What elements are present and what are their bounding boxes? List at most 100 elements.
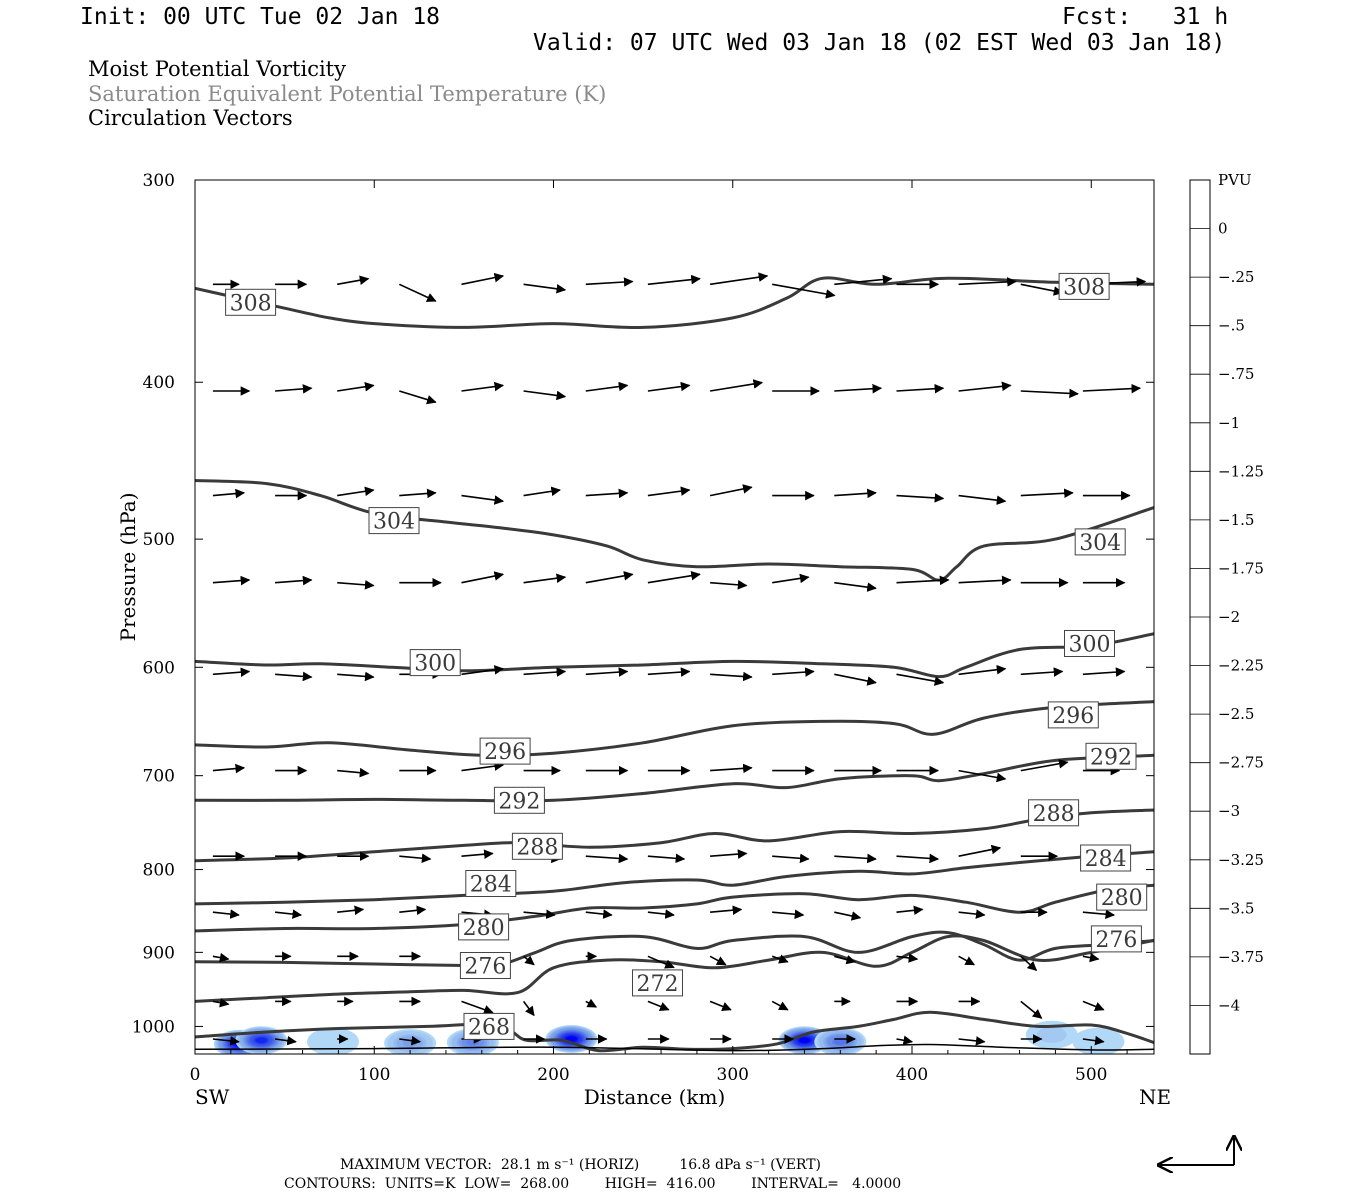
vector-3-8 (710, 580, 748, 590)
contour-label-box-304-1 (1074, 528, 1126, 556)
theta-contour-276 (195, 930, 1154, 968)
pv-blob-6-16 (799, 1037, 810, 1044)
contour-label-box-288-1 (1028, 799, 1080, 827)
x-end-label-ne: NE (1139, 1085, 1171, 1109)
field-title-mpv: Moist Potential Vorticity (88, 57, 346, 81)
colorbar-label-1: −.25 (1218, 268, 1254, 286)
vector-4-12 (958, 664, 1007, 676)
contour-label-268-0: 268 (468, 1015, 510, 1040)
vector-1-3 (399, 390, 437, 405)
vector-9-7 (647, 1000, 670, 1012)
contour-label-box-308-1 (1058, 272, 1110, 300)
contour-label-box-276-1 (1090, 925, 1142, 953)
vector-3-12 (958, 575, 1012, 586)
pv-blob-1-14 (255, 1037, 267, 1044)
vector-9-5 (522, 1000, 535, 1017)
vector-9-8 (709, 1000, 732, 1012)
reference-vector-icon (1160, 1138, 1234, 1165)
vector-1-2 (337, 381, 375, 392)
pv-shading-layer (213, 1020, 1125, 1054)
vector-1-13 (1020, 388, 1079, 399)
contour-label-box-296-0 (479, 737, 531, 765)
vector-8-10 (834, 955, 857, 965)
vector-7-12 (958, 909, 986, 919)
vector-0-12 (958, 277, 1017, 287)
colorbar-label-13: −3.25 (1218, 851, 1264, 869)
pv-blob-8-3 (1042, 1029, 1062, 1040)
vector-1-1 (275, 384, 313, 394)
y-tick-label-400: 400 (143, 373, 175, 393)
vector-1-11 (896, 383, 945, 394)
vector-1-14 (1082, 383, 1142, 394)
colorbar-label-11: −2.75 (1218, 754, 1264, 772)
surface-line (195, 1043, 1154, 1052)
y-tick-label-500: 500 (143, 530, 175, 550)
vector-9-9 (771, 1000, 789, 1011)
theta-contour-300 (195, 632, 1154, 679)
vector-0-7 (647, 274, 701, 286)
colorbar-label-12: −3 (1218, 802, 1240, 820)
vector-4-14 (1082, 667, 1126, 677)
theta-contour-288 (195, 808, 1154, 863)
vector-6-6 (585, 853, 629, 864)
y-tick-label-300: 300 (143, 171, 175, 191)
vector-5-12 (958, 769, 1007, 783)
x-tick-label-500: 500 (1075, 1065, 1107, 1085)
vector-4-8 (710, 671, 753, 682)
vector-8-9 (771, 954, 789, 964)
vector-6-4 (461, 849, 494, 859)
vector-7-2 (337, 905, 365, 916)
vector-5-8 (710, 763, 753, 774)
contour-label-box-308-0 (225, 288, 277, 316)
pv-blob-7-9 (834, 1038, 847, 1045)
vector-4-2 (337, 671, 375, 682)
vector-10-14 (1082, 1035, 1105, 1046)
vector-7-5 (523, 909, 556, 920)
vector-3-1 (275, 575, 313, 586)
contour-label-box-268-0 (463, 1012, 515, 1040)
vector-8-5 (523, 955, 535, 966)
colorbar-label-16: −4 (1218, 996, 1240, 1014)
theta-contour-272 (195, 934, 1154, 1003)
vector-2-8 (709, 484, 753, 497)
vector-8-12 (958, 955, 976, 966)
plot-frame (194, 179, 1155, 1055)
contour-label-296-1: 296 (1052, 704, 1094, 729)
vector-0-3 (398, 283, 437, 302)
y-tick-label-800: 800 (143, 861, 175, 881)
vector-7-11 (896, 905, 924, 916)
vector-5-13 (1020, 759, 1069, 772)
vector-1-4 (461, 381, 505, 392)
theta-contour-280 (195, 883, 1154, 933)
vector-6-10 (834, 853, 877, 864)
vector-7-7 (647, 909, 675, 919)
contour-label-300-0: 300 (414, 652, 456, 677)
vector-6-8 (710, 849, 748, 859)
vector-7-6 (585, 909, 613, 919)
vector-2-0 (212, 488, 246, 499)
pv-blob-2-2 (321, 1035, 345, 1048)
y-tick-label-600: 600 (143, 658, 175, 678)
vector-6-7 (647, 853, 686, 864)
x-tick-label-200: 200 (537, 1065, 569, 1085)
y-tick-label-1000: 1000 (132, 1017, 175, 1037)
vector-7-1 (275, 909, 303, 919)
vector-0-8 (709, 272, 769, 286)
vector-4-7 (647, 667, 691, 677)
vector-0-10 (834, 274, 893, 286)
vector-1-10 (834, 383, 883, 394)
contour-label-288-0: 288 (516, 835, 558, 860)
vector-7-9 (772, 909, 805, 920)
valid-time: Valid: 07 UTC Wed 03 Jan 18 (02 EST Wed … (533, 30, 1226, 56)
vector-10-12 (958, 1036, 986, 1046)
vector-10-1 (274, 1035, 297, 1046)
contour-info-note: CONTOURS: UNITS=K LOW= 268.00 HIGH= 416.… (284, 1176, 902, 1192)
colorbar-label-2: −.5 (1218, 317, 1245, 335)
theta-contours (195, 276, 1154, 1053)
theta-contour-296 (195, 700, 1154, 757)
contour-label-284-0: 284 (470, 873, 512, 898)
contour-label-304-1: 304 (1079, 531, 1121, 556)
vector-3-5 (523, 573, 567, 584)
contour-label-292-0: 292 (498, 789, 540, 814)
